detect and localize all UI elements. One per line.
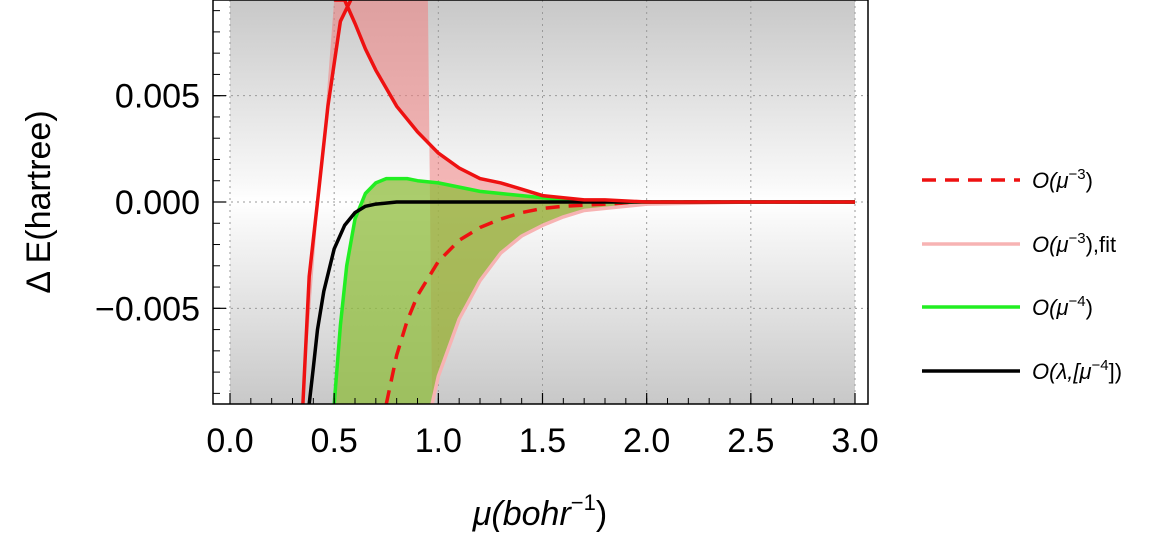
series-line	[384, 200, 855, 404]
y-tick-labels: −0.005 0.000 0.005	[95, 78, 200, 329]
x-tick-label: 1.5	[519, 422, 566, 460]
axis-ticks	[213, 10, 856, 404]
legend-label: O(μ−4)	[1032, 293, 1093, 320]
x-tick-label: 0.5	[311, 422, 358, 460]
legend: O(μ−3) O(μ−3),fit O(μ−4) O(λ,[μ−4])	[922, 166, 1122, 384]
x-axis-title: μ(bohr−1)	[472, 490, 607, 533]
band-area	[334, 178, 855, 404]
legend-label: O(μ−3),fit	[1032, 230, 1116, 257]
series-lines	[301, 0, 855, 404]
legend-label: O(λ,[μ−4])	[1032, 357, 1122, 384]
y-axis-title: Δ E(hartree)	[20, 110, 58, 293]
x-tick-labels: 0.0 0.5 1.0 1.5 2.0 2.5 3.0	[206, 422, 878, 460]
band-left-edge	[301, 0, 353, 404]
x-tick-label: 1.0	[415, 422, 462, 460]
y-tick-label: 0.005	[115, 78, 200, 116]
y-tick-label: 0.000	[115, 184, 200, 222]
legend-label: O(μ−3)	[1032, 166, 1093, 193]
x-tick-label: 3.0	[831, 422, 878, 460]
series-line	[307, 200, 855, 404]
plot-area	[212, 0, 869, 405]
x-tick-label: 2.0	[623, 422, 670, 460]
x-tick-label: 2.5	[727, 422, 774, 460]
y-tick-label: −0.005	[95, 290, 200, 328]
series-line	[430, 200, 855, 404]
band-upper-edge	[334, 0, 855, 204]
x-tick-label: 0.0	[206, 422, 253, 460]
